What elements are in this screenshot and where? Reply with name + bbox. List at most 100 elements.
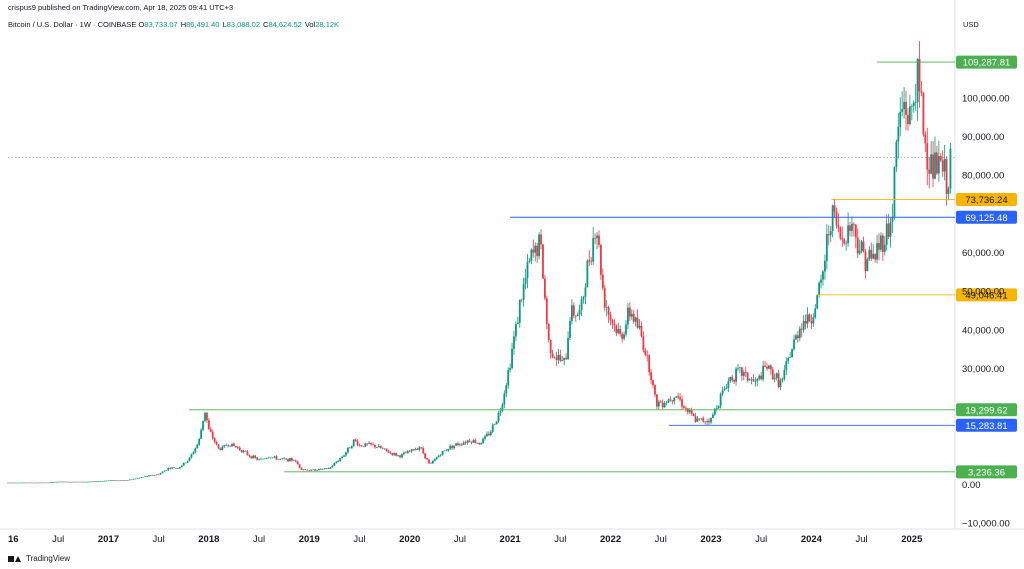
candle-body xyxy=(551,353,554,358)
x-tick-label: 2023 xyxy=(700,534,721,545)
candle-body xyxy=(271,457,274,459)
candle-body xyxy=(476,442,479,444)
candle-body xyxy=(679,397,681,400)
candle-body xyxy=(885,223,888,245)
candle-body xyxy=(717,406,720,409)
candle-body xyxy=(704,421,707,423)
candle-body xyxy=(621,333,624,339)
candle-body xyxy=(287,458,289,462)
x-tick-label: 2017 xyxy=(98,534,119,545)
candle-body xyxy=(80,481,83,483)
tradingview-footer[interactable]: TradingView xyxy=(8,554,70,563)
candle-body xyxy=(908,106,911,125)
candle-body xyxy=(804,320,807,324)
candle-body xyxy=(304,469,307,471)
candle-body xyxy=(26,482,29,484)
candle-body xyxy=(650,372,653,381)
candle-body xyxy=(134,478,137,480)
candle-body xyxy=(132,478,135,480)
candle-body xyxy=(542,244,544,279)
candle-body xyxy=(395,453,398,456)
candle-body xyxy=(157,474,160,476)
candle-body xyxy=(177,468,179,469)
candle-body xyxy=(171,467,174,469)
candle-body xyxy=(599,244,602,275)
candle-body xyxy=(406,451,409,454)
candle-body xyxy=(151,475,154,476)
candle-body xyxy=(150,475,152,476)
candle-body xyxy=(374,444,376,448)
candle-body xyxy=(428,459,430,464)
candle-body xyxy=(263,458,266,460)
candle-body xyxy=(766,366,768,369)
candle-body xyxy=(192,452,195,455)
candle-body xyxy=(924,134,927,144)
candle-body xyxy=(74,481,77,483)
candle-body xyxy=(849,225,851,231)
candle-body xyxy=(932,154,934,179)
candle-body xyxy=(698,418,701,420)
candle-body xyxy=(800,328,803,330)
candle-body xyxy=(397,455,400,456)
candle-body xyxy=(233,443,235,446)
candle-body xyxy=(122,480,125,481)
candle-body xyxy=(43,482,46,484)
candle-body xyxy=(254,455,257,458)
candle-body xyxy=(211,431,214,439)
candle-body xyxy=(607,307,610,315)
candle-body xyxy=(455,443,457,446)
candle-body xyxy=(51,482,54,483)
candle-body xyxy=(532,249,535,253)
candle-body xyxy=(90,481,92,483)
candle-body xyxy=(159,473,162,475)
price-chart[interactable]: 109,287.81 73,736.24 69,125.48 49,046.41 19,… xyxy=(0,0,1024,549)
currency-label: USD xyxy=(963,20,979,29)
candle-body xyxy=(350,446,353,449)
candle-body xyxy=(424,453,427,459)
candle-body xyxy=(36,482,38,484)
ohlc-value-h: 86,491.40 xyxy=(186,20,220,29)
candle-body xyxy=(667,399,670,403)
level-label: 3,236.36 xyxy=(968,467,1005,478)
candle-body xyxy=(319,468,322,470)
candle-body xyxy=(528,261,531,263)
candle-body xyxy=(777,373,780,388)
candle-body xyxy=(847,225,849,244)
candle-body xyxy=(526,262,529,279)
candle-body xyxy=(802,320,805,330)
candle-body xyxy=(603,288,606,308)
candle-body xyxy=(356,440,359,446)
candle-body xyxy=(364,443,367,447)
candle-body xyxy=(61,481,63,483)
candle-body xyxy=(383,448,386,450)
candle-body xyxy=(341,456,344,459)
candle-body xyxy=(238,447,241,450)
candle-body xyxy=(16,482,19,484)
candle-body xyxy=(663,403,666,408)
candle-body xyxy=(638,325,641,328)
candle-body xyxy=(138,477,141,479)
candle-body xyxy=(194,448,197,453)
level-label: 109,287.81 xyxy=(963,58,1011,69)
candle-body xyxy=(377,445,380,448)
candle-body xyxy=(146,476,148,477)
candle-body xyxy=(464,442,467,444)
candle-body xyxy=(124,480,127,481)
candle-body xyxy=(279,458,282,460)
candle-body xyxy=(348,447,351,449)
candle-body xyxy=(346,447,349,453)
y-tick-label: 40,000.00 xyxy=(962,325,1004,336)
candle-body xyxy=(598,235,600,245)
candle-body xyxy=(92,481,94,483)
candle-body xyxy=(783,369,786,379)
candle-body xyxy=(412,449,415,451)
candle-body xyxy=(148,475,150,477)
candle-body xyxy=(555,357,558,360)
candle-body xyxy=(586,260,589,288)
x-tick-label: 2022 xyxy=(600,534,621,545)
candle-body xyxy=(511,348,513,369)
candle-body xyxy=(719,393,722,407)
candle-body xyxy=(702,418,705,422)
candle-body xyxy=(617,329,620,334)
candle-body xyxy=(912,102,915,107)
